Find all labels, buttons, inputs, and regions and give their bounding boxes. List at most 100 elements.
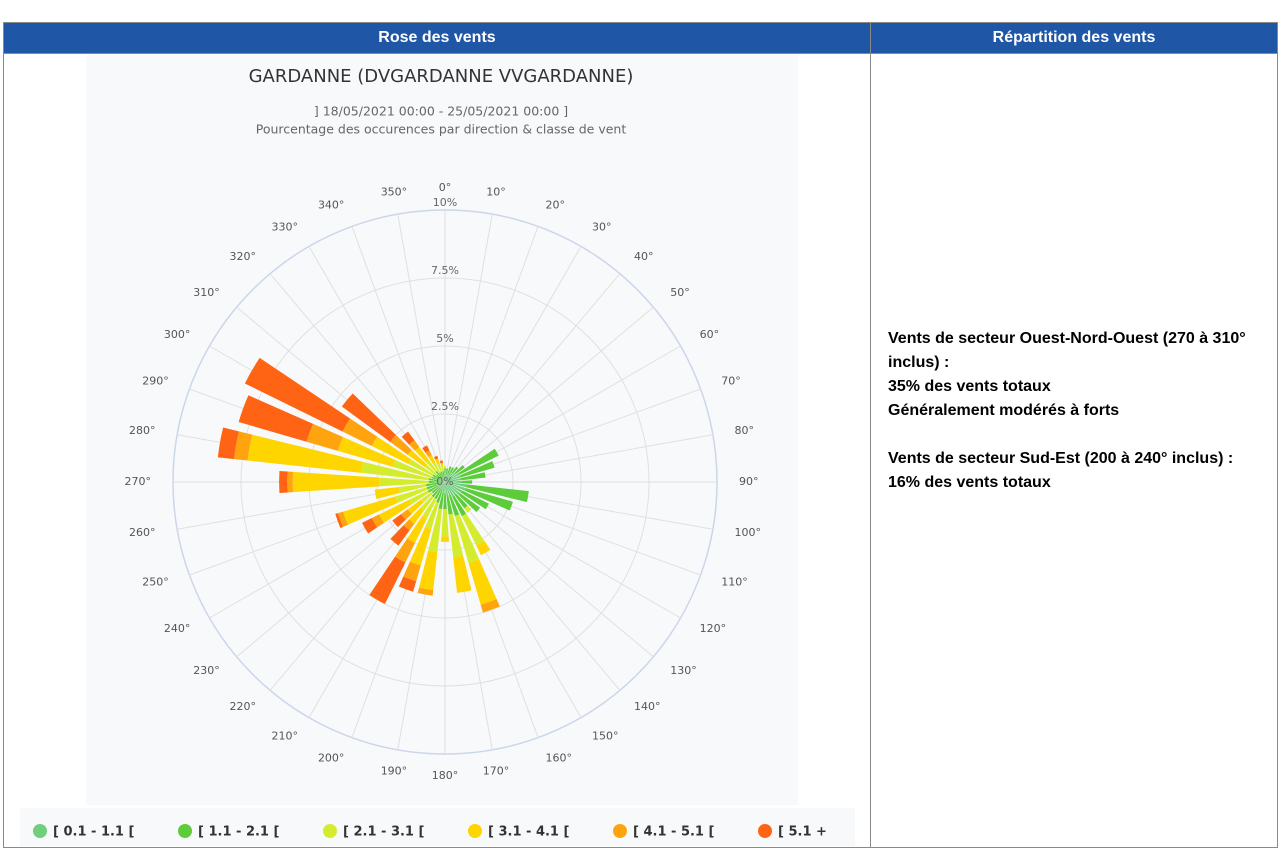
radial-grid-line <box>308 246 446 483</box>
wind-bar-segment <box>234 431 253 461</box>
wind-bar-segment <box>445 482 463 493</box>
direction-label: 10° <box>486 185 506 198</box>
wind-bar-segment <box>425 450 432 458</box>
wind-bar-segment <box>379 477 429 487</box>
wind-bar-segment <box>445 482 467 488</box>
wind-bar-segment <box>436 489 443 503</box>
wind-bar-segment <box>458 493 481 513</box>
direction-label: 110° <box>721 576 748 589</box>
wind-bar-segment <box>217 427 239 460</box>
radial-grid-line <box>397 214 446 483</box>
radial-grid-line <box>444 214 493 483</box>
wind-bar-segment <box>337 511 348 528</box>
radial-grid-line <box>444 481 621 691</box>
wind-bar-segment <box>408 490 430 505</box>
wind-bar-segment <box>459 461 495 478</box>
radial-tick-label: 10% <box>433 196 457 209</box>
wind-bar-segment <box>420 491 434 503</box>
wind-bar-segment <box>436 482 445 484</box>
direction-label: 200° <box>318 751 345 764</box>
legend-label: [ 3.1 - 4.1 [ <box>488 825 569 840</box>
wind-bar-segment <box>442 471 445 477</box>
radial-grid-line <box>444 226 539 483</box>
legend-background <box>20 808 855 846</box>
direction-label: 150° <box>592 730 619 743</box>
wind-bar-segment <box>425 501 439 530</box>
legend-label: [ 5.1 + <box>778 825 827 840</box>
wind-bar-segment <box>395 487 428 503</box>
direction-label: 40° <box>634 250 654 263</box>
direction-label: 120° <box>700 622 727 635</box>
direction-label: 270° <box>125 475 152 488</box>
direction-label: 210° <box>272 730 299 743</box>
wind-bar-segment <box>436 474 442 479</box>
note-line: Généralement modérés à forts <box>888 402 1120 419</box>
wind-bar-segment <box>432 462 441 473</box>
note-line: Vents de secteur Sud-Est (200 à 240° inc… <box>888 450 1234 467</box>
note-paragraph: Vents de secteur Sud-Est (200 à 240° inc… <box>888 447 1268 495</box>
wind-bar-segment <box>428 508 443 553</box>
wind-bar-segment <box>445 474 450 482</box>
direction-label: 260° <box>129 526 156 539</box>
wind-bar-segment <box>445 482 461 496</box>
wind-bar-segment <box>437 463 442 473</box>
wind-bar-segment <box>439 481 445 483</box>
wind-bar-segment <box>435 471 442 479</box>
radial-grid-line <box>444 273 621 483</box>
wind-bar-segment <box>476 540 491 556</box>
direction-label: 60° <box>700 328 720 341</box>
legend-marker <box>468 824 482 838</box>
wind-bar-segment <box>426 460 437 473</box>
wind-bar-segment <box>287 471 294 493</box>
wind-bar-segment <box>428 478 440 482</box>
direction-label: 250° <box>142 576 169 589</box>
wind-bar-segment <box>431 487 441 498</box>
wind-bar-segment <box>453 555 472 593</box>
wind-bar-segment <box>447 466 452 475</box>
wind-bar-segment <box>398 576 417 592</box>
wind-bar-segment <box>420 495 434 511</box>
direction-label: 70° <box>721 374 741 387</box>
direction-label: 330° <box>272 220 299 233</box>
wind-bar-segment <box>399 484 427 494</box>
wind-bar-segment <box>244 357 351 432</box>
direction-label: 300° <box>164 328 191 341</box>
wind-bar-segment <box>451 466 459 475</box>
wind-bar-segment <box>422 445 430 453</box>
wind-bar-segment <box>342 418 378 446</box>
legend-label: [ 2.1 - 3.1 [ <box>343 825 424 840</box>
direction-label: 180° <box>432 769 459 782</box>
wind-bar-segment <box>442 476 445 482</box>
radial-grid-line <box>444 306 654 483</box>
legend-marker <box>323 824 337 838</box>
header-text: Répartition des vents <box>992 29 1156 46</box>
wind-bar-segment <box>427 485 439 493</box>
wind-bar-segment <box>401 431 415 445</box>
direction-label: 230° <box>193 664 220 677</box>
wind-bar-segment <box>461 480 473 484</box>
direction-label: 0° <box>439 181 452 194</box>
wind-bar-segment <box>439 480 445 482</box>
wind-bar-segment <box>441 465 444 472</box>
radial-tick-label: 0% <box>436 475 453 488</box>
wind-bar-segment <box>444 468 446 474</box>
wind-bar-segment <box>417 587 434 596</box>
wind-bar-segment <box>464 505 472 513</box>
wind-bar-segment <box>448 494 460 516</box>
wind-bar-segment <box>445 482 451 496</box>
wind-bar-segment <box>440 478 445 482</box>
direction-label: 350° <box>381 185 408 198</box>
direction-label: 90° <box>739 475 759 488</box>
wind-bar-segment <box>464 488 513 511</box>
wind-bar-segment <box>441 509 449 537</box>
wind-bar-segment <box>409 526 432 566</box>
wind-bar-segment <box>444 482 446 493</box>
wind-bar-segment <box>408 459 434 476</box>
note-line: 35% des vents totaux <box>888 378 1051 395</box>
wind-bar-segment <box>452 495 467 517</box>
direction-label: 310° <box>193 286 220 299</box>
wind-bar-segment <box>438 482 445 488</box>
wind-bar-segment <box>431 486 440 494</box>
